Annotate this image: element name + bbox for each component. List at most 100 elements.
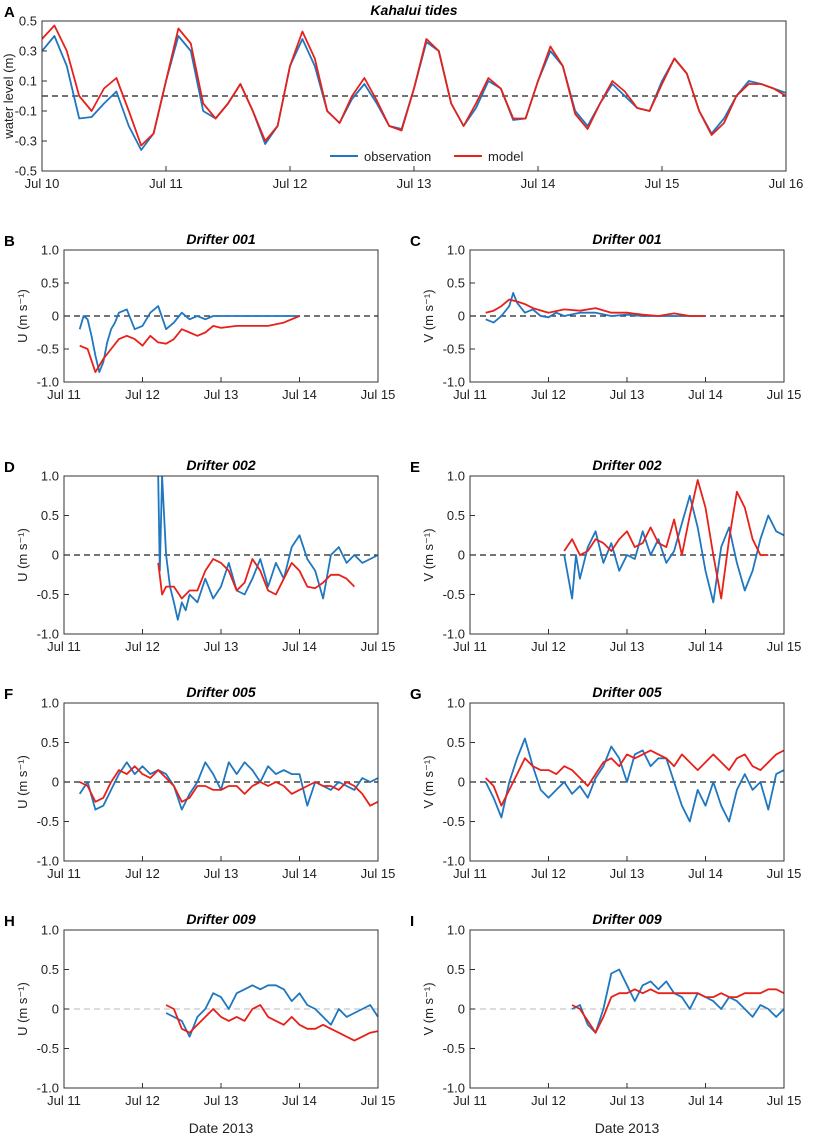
panel-title: Drifter 009	[592, 911, 661, 927]
legend-observation-label: observation	[364, 149, 431, 164]
panel-h: Jul 11 Jul 12 Jul 13 Jul 14 Jul 15 -1.0 -0.5 0 0…	[4, 911, 395, 1108]
panel-e: Jul 11 Jul 12 Jul 13 Jul 14 Jul 15 -1.0 -0.5 0 0…	[410, 457, 801, 654]
panel-g: Jul 11 Jul 12 Jul 13 Jul 14 Jul 15 -1.0 -0.5 0 0…	[410, 684, 801, 881]
x-tick-label: Jul 14	[688, 866, 723, 881]
x-tick-label: Jul 11	[453, 866, 487, 881]
y-tick-label: -0.5	[37, 814, 59, 829]
x-tick-label: Jul 14	[688, 387, 723, 402]
x-tick-label: Jul 12	[125, 1093, 160, 1108]
x-tick-label: Jul 16	[769, 176, 804, 191]
x-tick-label: Jul 15	[361, 1093, 396, 1108]
observation-line	[78, 761, 378, 811]
model-line	[79, 315, 300, 373]
panel-letter: E	[410, 459, 420, 476]
y-tick-label: -1.0	[37, 375, 59, 390]
legend: observation model	[330, 149, 524, 164]
x-axis-label: Date 2013	[595, 1120, 660, 1136]
y-axis-label: water level (m)	[1, 53, 16, 139]
y-tick-label: -1.0	[37, 627, 59, 642]
y-axis-label: U (m s⁻¹)	[15, 528, 30, 582]
y-tick-label: 0	[458, 775, 465, 790]
y-tick-label: 0.5	[447, 276, 465, 291]
x-tick-label: Jul 12	[125, 639, 160, 654]
x-tick-label: Jul 14	[688, 639, 723, 654]
x-tick-label: Jul 11	[149, 176, 183, 191]
observation-line	[571, 968, 784, 1034]
y-tick-label: 0	[52, 548, 59, 563]
x-tick-label: Jul 15	[645, 176, 680, 191]
x-tick-label: Jul 13	[610, 1093, 645, 1108]
axes-box	[469, 249, 785, 383]
y-tick-label: -1.0	[37, 1081, 59, 1096]
panel-title: Drifter 002	[592, 457, 661, 473]
x-tick-label: Jul 11	[47, 387, 81, 402]
y-tick-label: -0.5	[443, 1041, 465, 1056]
x-tick-label: Jul 11	[453, 387, 487, 402]
y-tick-label: -0.5	[443, 814, 465, 829]
x-tick-label: Jul 13	[204, 639, 239, 654]
y-tick-label: 0	[52, 1002, 59, 1017]
y-tick-label: 1.0	[447, 696, 465, 711]
panel-letter: H	[4, 913, 15, 930]
x-axis-label: Date 2013	[189, 1120, 254, 1136]
panel-a: Jul 10 Jul 11 Jul 12 Jul 13 Jul 14 Jul 15 Jul …	[1, 2, 803, 191]
y-axis-label: V (m s⁻¹)	[421, 755, 436, 808]
panel-c: Jul 11 Jul 12 Jul 13 Jul 14 Jul 15 -1.0 -0.5 0 0…	[410, 231, 801, 402]
y-tick-label: -1.0	[443, 1081, 465, 1096]
x-tick-label: Jul 15	[361, 387, 396, 402]
x-tick-label: Jul 12	[125, 387, 160, 402]
y-axis-label: U (m s⁻¹)	[15, 289, 30, 343]
y-tick-label: 0.5	[447, 735, 465, 750]
y-tick-label: 1.0	[447, 923, 465, 938]
y-tick-label: 0.3	[19, 44, 37, 59]
x-tick-label: Jul 13	[397, 176, 432, 191]
model-line	[485, 298, 706, 317]
y-axis-label: V (m s⁻¹)	[421, 289, 436, 342]
observation-line	[165, 984, 378, 1038]
panel-letter: A	[4, 4, 15, 21]
x-tick-label: Jul 15	[767, 1093, 802, 1108]
y-tick-label: -1.0	[443, 627, 465, 642]
model-line	[42, 24, 786, 147]
y-tick-label: 0.5	[41, 276, 59, 291]
panel-title: Drifter 001	[592, 231, 661, 247]
y-tick-label: 0.5	[447, 962, 465, 977]
x-tick-label: Jul 13	[610, 866, 645, 881]
y-tick-label: 0	[458, 1002, 465, 1017]
y-tick-label: -1.0	[443, 854, 465, 869]
panel-i: Jul 11 Jul 12 Jul 13 Jul 14 Jul 15 -1.0 -0.5 0 0…	[410, 911, 801, 1108]
x-tick-label: Jul 11	[453, 1093, 487, 1108]
y-tick-label: -0.5	[443, 342, 465, 357]
y-tick-label: 1.0	[447, 243, 465, 258]
y-tick-label: 0	[458, 309, 465, 324]
model-line	[157, 558, 356, 600]
model-line	[563, 479, 769, 600]
panel-letter: G	[410, 686, 422, 703]
y-tick-label: 1.0	[41, 243, 59, 258]
panel-title: Drifter 002	[186, 457, 255, 473]
x-tick-label: Jul 15	[767, 639, 802, 654]
y-tick-label: -0.3	[15, 134, 37, 149]
y-axis-label: V (m s⁻¹)	[421, 982, 436, 1035]
y-tick-label: 0	[52, 775, 59, 790]
y-tick-label: 0.5	[447, 508, 465, 523]
x-tick-label: Jul 13	[610, 639, 645, 654]
x-tick-label: Jul 13	[204, 1093, 239, 1108]
x-tick-label: Jul 11	[47, 639, 81, 654]
y-axis-label: U (m s⁻¹)	[15, 982, 30, 1036]
legend-model-label: model	[488, 149, 524, 164]
x-tick-label: Jul 12	[531, 1093, 566, 1108]
x-tick-label: Jul 14	[521, 176, 556, 191]
x-tick-label: Jul 15	[361, 866, 396, 881]
x-tick-label: Jul 13	[610, 387, 645, 402]
observation-line	[157, 476, 378, 621]
y-tick-label: -1.0	[443, 375, 465, 390]
panel-b: Jul 11 Jul 12 Jul 13 Jul 14 Jul 15 -1.0 -0.5 0 0…	[4, 231, 395, 402]
x-tick-label: Jul 12	[125, 866, 160, 881]
axes-box	[469, 929, 785, 1089]
x-tick-label: Jul 11	[453, 639, 487, 654]
panel-f: Jul 11 Jul 12 Jul 13 Jul 14 Jul 15 -1.0 -0.5 0 0…	[4, 684, 395, 881]
x-tick-label: Jul 12	[273, 176, 308, 191]
y-tick-label: 0.5	[19, 14, 37, 29]
